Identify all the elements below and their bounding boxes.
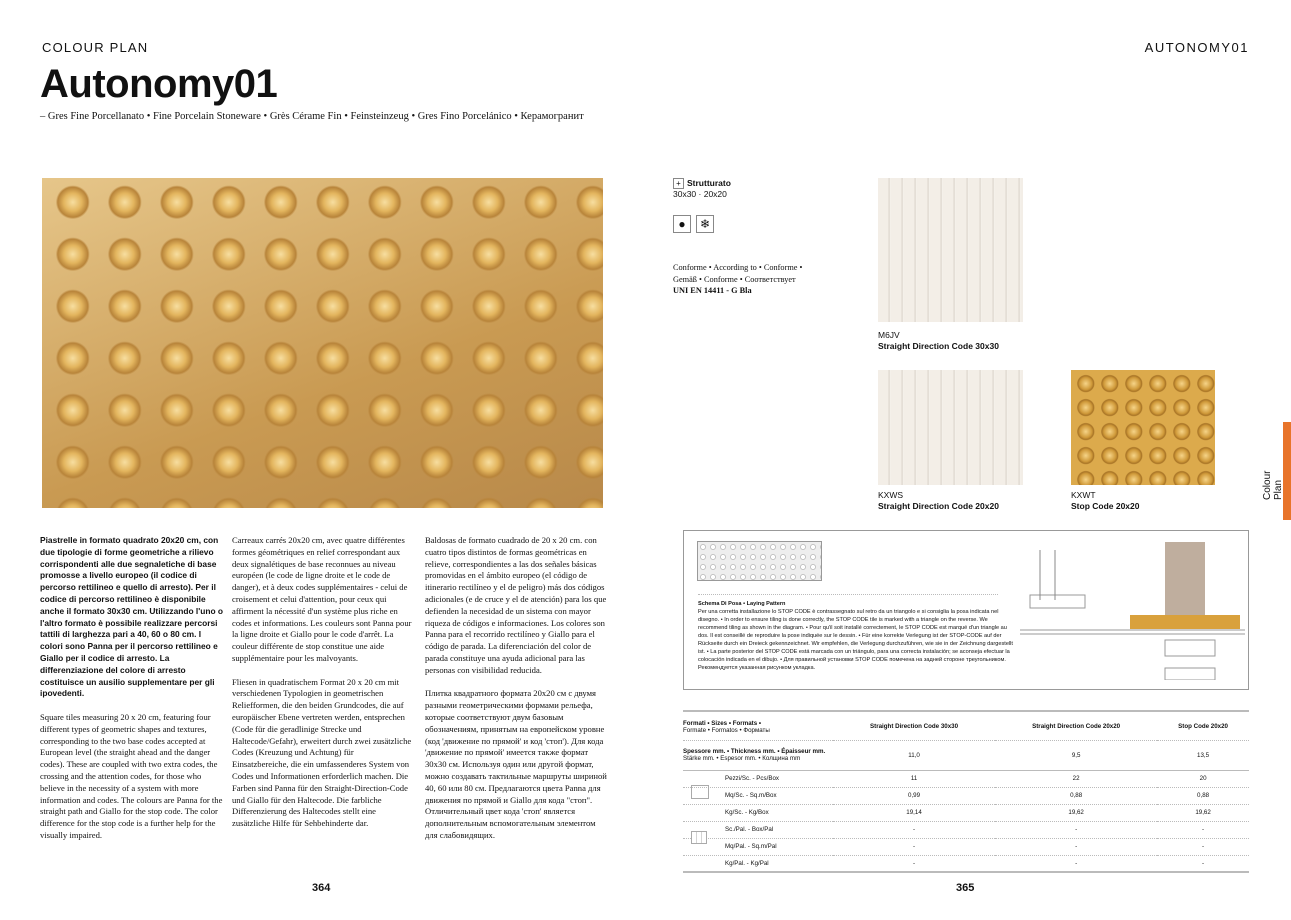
table-row: Mq/Sc. - Sq.m/Box 0,99 0,88 0,88	[683, 787, 1249, 805]
product-photo	[42, 178, 603, 508]
structured-surface-icon: +	[673, 178, 684, 189]
installation-illustration	[1020, 542, 1245, 680]
laying-pattern-description: Per una corretta installazione lo STOP C…	[698, 609, 1013, 671]
table-row: Kg/Pal. - Kg/Pal - - -	[683, 855, 1249, 873]
table-row: Pezzi/Sc. - Pcs/Box 11 22 20	[683, 770, 1249, 788]
conformity: Conforme • According to • Conforme • Gem…	[673, 262, 802, 297]
side-tab[interactable]	[1283, 422, 1291, 520]
tile-kxwt-label: KXWT Stop Code 20x20	[1071, 490, 1140, 511]
frost-resistant-icon: ❄	[696, 215, 714, 233]
text-english: Square tiles measuring 20 x 20 cm, featu…	[40, 711, 223, 840]
text-french: Carreaux carrés 20x20 cm, avec quatre di…	[232, 535, 412, 663]
laying-pattern-diagram	[697, 541, 822, 581]
text-spanish: Baldosas de formato cuadrado de 20 x 20 …	[425, 535, 607, 675]
page-title: Autonomy01	[40, 62, 278, 106]
tile-m6jv-label: M6JV Straight Direction Code 30x30	[878, 330, 999, 351]
brand-label: AUTONOMY01	[1144, 40, 1249, 55]
text-german: Fliesen in quadratischem Format 20 x 20 …	[232, 676, 412, 829]
page-number-right: 365	[956, 882, 975, 894]
pallet-icon	[691, 831, 707, 844]
page-number-left: 364	[312, 882, 331, 894]
section-label: COLOUR PLAN	[42, 40, 149, 55]
tile-kxws-label: KXWS Straight Direction Code 20x20	[878, 490, 999, 511]
text-column-3: Baldosas de formato cuadrado de 20 x 20 …	[425, 535, 607, 854]
text-column-2: Carreaux carrés 20x20 cm, avec quatre di…	[232, 535, 412, 842]
tile-m6jv-swatch	[878, 178, 1023, 322]
table-row: Mq/Pal. - Sq.m/Pal - - -	[683, 838, 1249, 856]
specs-table: Formati • Sizes • Formats • Formate • For…	[683, 714, 1249, 873]
surface-info: + Strutturato 30x30 · 20x20 ● ❄	[673, 178, 731, 233]
laying-pattern-title: Schema Di Posa • Laying Pattern	[698, 601, 786, 607]
laying-pattern-box	[683, 530, 1249, 690]
side-tab-label: Colour Plan	[1262, 470, 1284, 500]
text-russian: Плитка квадратного формата 20x20 см с дв…	[425, 688, 607, 840]
footprint-icon: ●	[673, 215, 691, 233]
conformity-line-1: Conforme • According to • Conforme •	[673, 263, 803, 272]
tile-kxws-swatch	[878, 370, 1023, 485]
text-column-1: Piastrelle in formato quadrato 20x20 cm,…	[40, 535, 225, 854]
surface-sizes: 30x30 · 20x20	[673, 189, 727, 199]
conformity-line-2: Gemäß • Conforme • Соответствует	[673, 274, 796, 284]
page-subtitle: – Gres Fine Porcellanato • Fine Porcelai…	[40, 111, 584, 122]
tile-kxwt-swatch	[1071, 370, 1215, 485]
surface-label: Strutturato	[687, 178, 731, 188]
laying-pattern-text: Schema Di Posa • Laying Pattern Per una …	[698, 600, 1018, 672]
box-icon	[691, 785, 709, 799]
text-italian: Piastrelle in formato quadrato 20x20 cm,…	[40, 535, 224, 699]
table-row: Sc./Pal. - Box/Pal - - -	[683, 821, 1249, 839]
table-row: Kg/Sc. - Kg/Box 19,14 19,62 19,62	[683, 804, 1249, 822]
conformity-standard: UNI EN 14411 - G Bla	[673, 286, 752, 295]
